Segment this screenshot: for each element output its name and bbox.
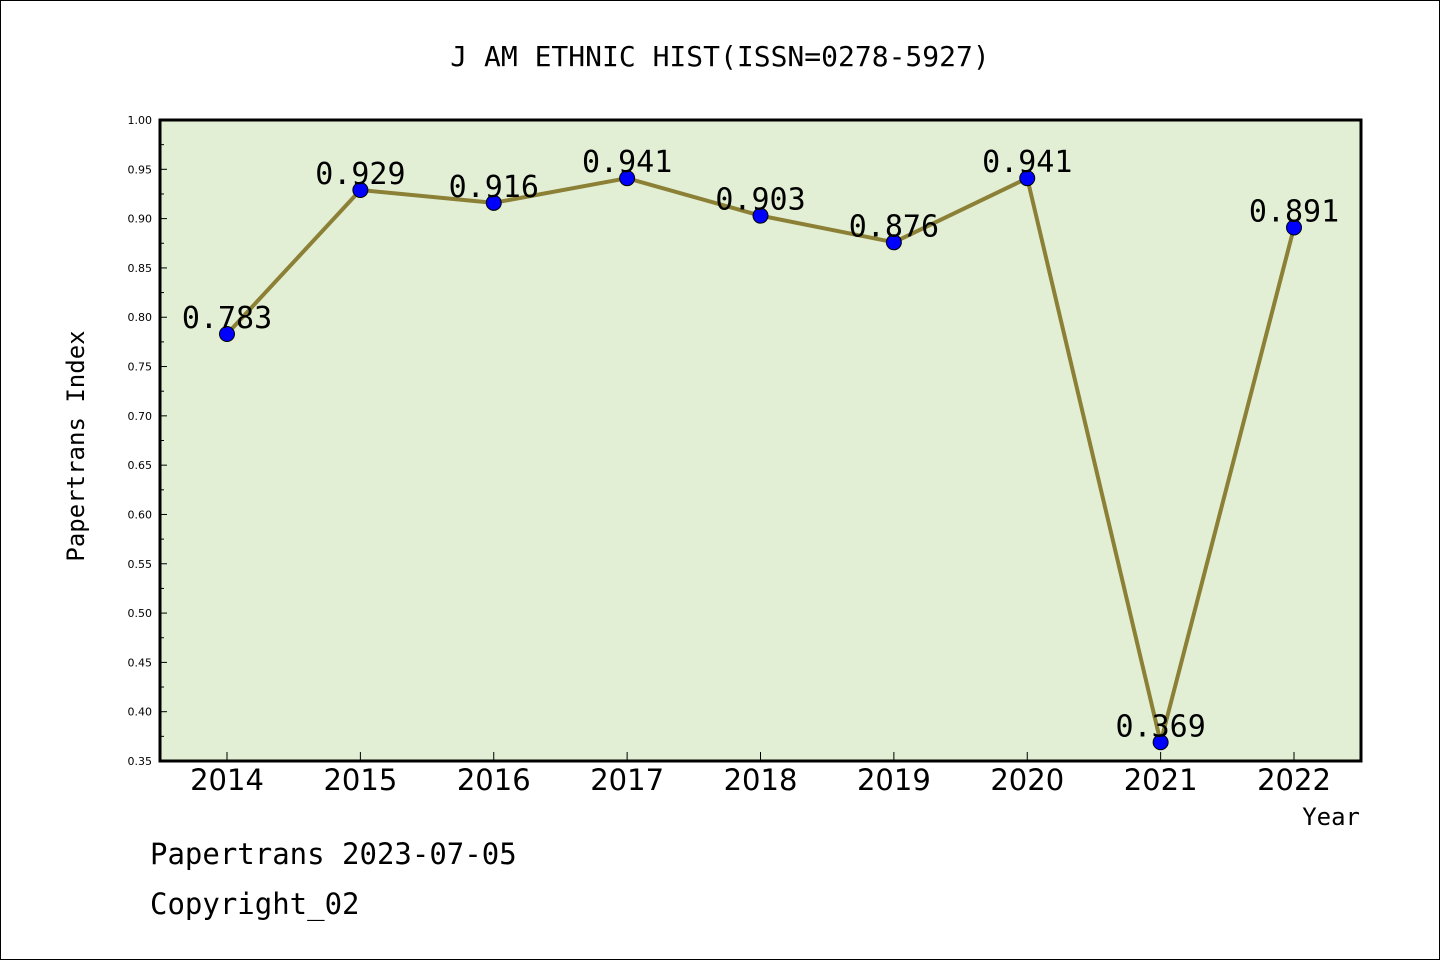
data-label: 0.783: [182, 301, 272, 336]
data-point: [752, 207, 769, 224]
data-label: 0.916: [449, 170, 539, 205]
data-point: [619, 170, 636, 187]
x-tick-label: 2016: [457, 763, 531, 797]
y-tick-label: 0.95: [128, 163, 153, 176]
data-label: 0.941: [582, 145, 672, 180]
y-tick-label: 0.55: [128, 558, 153, 571]
data-point: [485, 194, 502, 211]
data-point: [1152, 734, 1169, 751]
y-tick-label: 0.40: [128, 706, 153, 719]
data-label: 0.903: [715, 183, 805, 218]
y-axis-ticks: 0.35 0.40 0.45 0.50 0.55 0.60 0.65 0.70 0.75 0.80…: [128, 114, 167, 768]
x-tick-label: 2018: [724, 763, 798, 797]
data-point: [1019, 170, 1036, 187]
y-tick-label: 0.45: [128, 656, 153, 669]
x-tick-label: 2020: [990, 763, 1064, 797]
x-tick-label: 2022: [1257, 763, 1331, 797]
data-labels: 0.783 0.929 0.916 0.941 0.903 0.876 0.941 0.369…: [182, 145, 1339, 744]
x-axis-ticks: 2014 2015 2016 2017 2018 2019 2020 2021 2022: [190, 752, 1331, 797]
y-tick-label: 0.90: [128, 213, 153, 226]
data-label: 0.369: [1115, 709, 1205, 744]
data-point: [885, 234, 902, 251]
chart-title: J AM ETHNIC HIST(ISSN=0278-5927): [450, 40, 989, 73]
y-tick-label: 0.80: [128, 311, 153, 324]
data-point: [1286, 219, 1302, 236]
plot-area: [160, 120, 1361, 761]
x-tick-label: 2019: [857, 763, 931, 797]
data-point: [352, 182, 369, 199]
y-tick-label: 0.75: [128, 361, 153, 374]
plot-border: [158, 118, 1363, 763]
data-label: 0.876: [849, 209, 939, 244]
y-tick-label: 0.35: [128, 755, 153, 768]
x-tick-label: 2015: [323, 763, 397, 797]
y-tick-label: 0.70: [128, 410, 153, 423]
data-label: 0.891: [1249, 194, 1339, 229]
data-label: 0.941: [982, 145, 1072, 180]
x-tick-label: 2021: [1124, 763, 1198, 797]
y-tick-label: 0.60: [128, 508, 153, 521]
x-tick-label: 2014: [190, 763, 264, 797]
footer-date: Papertrans 2023-07-05: [150, 837, 517, 871]
y-tick-label: 1.00: [128, 114, 153, 127]
data-markers: [219, 170, 1302, 751]
y-axis-label: Papertrans Index: [62, 330, 90, 561]
data-label: 0.929: [315, 157, 405, 192]
x-tick-label: 2017: [590, 763, 664, 797]
y-tick-label: 0.85: [128, 262, 153, 275]
footer-copyright: Copyright_02: [150, 887, 360, 922]
x-axis-label: Year: [1302, 803, 1360, 831]
y-tick-label: 0.65: [128, 459, 153, 472]
y-tick-label: 0.50: [128, 607, 153, 620]
data-point: [219, 325, 235, 342]
